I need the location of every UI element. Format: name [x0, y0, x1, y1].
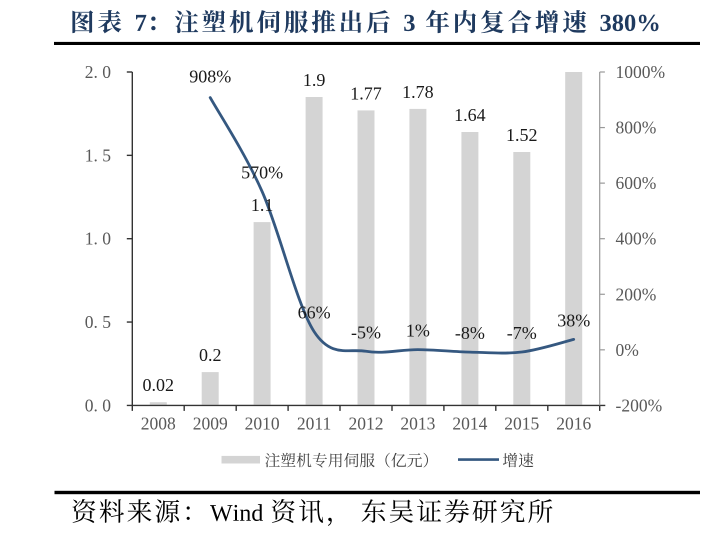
svg-text:2012: 2012 [349, 413, 384, 433]
svg-text:2. 0: 2. 0 [85, 62, 112, 82]
svg-text:1%: 1% [406, 321, 430, 341]
svg-text:2013: 2013 [400, 413, 435, 433]
svg-text:1.52: 1.52 [506, 125, 538, 145]
svg-text:38%: 38% [557, 310, 590, 330]
svg-text:600%: 600% [616, 173, 657, 193]
svg-text:0. 0: 0. 0 [85, 395, 112, 415]
svg-text:1000%: 1000% [616, 62, 666, 82]
svg-text:0.02: 0.02 [143, 375, 175, 395]
svg-text:2014: 2014 [452, 413, 487, 433]
svg-text:-8%: -8% [455, 323, 485, 343]
svg-text:400%: 400% [616, 229, 657, 249]
svg-text:1.64: 1.64 [454, 105, 486, 125]
svg-text:2016: 2016 [556, 413, 591, 433]
svg-text:1.77: 1.77 [350, 83, 382, 103]
svg-text:1.1: 1.1 [251, 195, 274, 215]
svg-text:0.2: 0.2 [199, 345, 222, 365]
svg-text:-7%: -7% [507, 323, 537, 343]
svg-text:0%: 0% [616, 340, 639, 360]
svg-text:2010: 2010 [245, 413, 280, 433]
svg-text:2009: 2009 [193, 413, 228, 433]
svg-text:2011: 2011 [297, 413, 331, 433]
svg-text:200%: 200% [616, 284, 657, 304]
svg-text:1.78: 1.78 [402, 82, 434, 102]
svg-text:570%: 570% [241, 163, 283, 183]
svg-text:-200%: -200% [616, 395, 663, 415]
svg-text:1. 5: 1. 5 [85, 145, 112, 165]
svg-text:2008: 2008 [141, 413, 176, 433]
svg-text:908%: 908% [189, 67, 231, 87]
svg-text:2015: 2015 [504, 413, 539, 433]
svg-text:-5%: -5% [351, 322, 381, 342]
svg-text:800%: 800% [616, 118, 657, 138]
svg-text:0. 5: 0. 5 [85, 312, 112, 332]
svg-text:1.9: 1.9 [303, 70, 326, 90]
svg-text:66%: 66% [298, 303, 331, 323]
svg-text:1. 0: 1. 0 [85, 229, 112, 249]
